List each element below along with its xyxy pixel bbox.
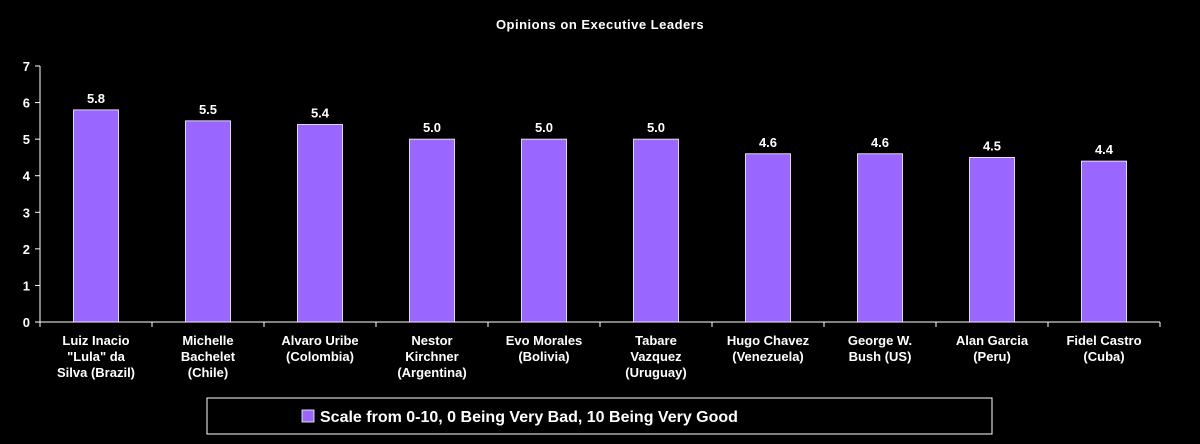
category-label-line: Nestor (411, 333, 452, 348)
y-tick-label: 5 (23, 132, 30, 147)
category-label-line: Evo Morales (506, 333, 583, 348)
data-label: 4.6 (759, 135, 777, 150)
category-label-line: (Uruguay) (625, 365, 686, 380)
category-label: Hugo Chavez (Venezuela) (727, 333, 810, 364)
data-label: 5.4 (311, 106, 330, 121)
category-label: Alan Garcia (Peru) (956, 333, 1029, 364)
category-label: Tabare Vazquez (Uruguay) (625, 333, 686, 380)
y-tick-label: 6 (23, 96, 30, 111)
category-label-line: Tabare (635, 333, 677, 348)
legend-swatch (301, 409, 315, 423)
category-label-line: (Peru) (973, 349, 1011, 364)
category-label-line: Luiz Inacio (62, 333, 129, 348)
category-label-line: Alan Garcia (956, 333, 1029, 348)
category-label-line: Vazquez (630, 349, 682, 364)
bar (185, 120, 231, 323)
category-label-line: Bush (US) (849, 349, 912, 364)
y-tick-label: 3 (23, 205, 30, 220)
category-label: Michelle Bachelet (Chile) (181, 333, 236, 380)
bar (73, 109, 119, 323)
bar (633, 138, 679, 323)
legend: Scale from 0-10, 0 Being Very Bad, 10 Be… (206, 397, 993, 435)
y-tick-label: 1 (23, 278, 30, 293)
category-label-line: (Venezuela) (732, 349, 804, 364)
bar (521, 138, 567, 323)
y-tick-label: 2 (23, 242, 30, 257)
data-label: 4.4 (1095, 142, 1114, 157)
data-label: 5.5 (199, 102, 217, 117)
category-label-line: George W. (848, 333, 912, 348)
category-label: Luiz Inacio "Lula" da Silva (Brazil) (57, 333, 135, 380)
category-label-line: Bachelet (181, 349, 236, 364)
category-label-line: (Colombia) (286, 349, 354, 364)
category-label: Alvaro Uribe (Colombia) (281, 333, 358, 364)
bar (409, 138, 455, 323)
data-label: 4.5 (983, 138, 1001, 153)
data-label: 5.8 (87, 91, 105, 106)
bar (297, 124, 343, 323)
y-tick-label: 7 (23, 59, 30, 74)
category-label-line: Kirchner (405, 349, 458, 364)
legend-label: Scale from 0-10, 0 Being Very Bad, 10 Be… (320, 409, 738, 426)
bar (1081, 160, 1127, 323)
category-label-line: (Argentina) (397, 365, 466, 380)
bar (857, 153, 903, 323)
y-tick-label: 0 (23, 315, 30, 330)
category-label: Evo Morales (Bolivia) (506, 333, 583, 364)
y-tick-label: 4 (23, 169, 31, 184)
category-label: Nestor Kirchner (Argentina) (397, 333, 466, 380)
legend-box (206, 397, 993, 435)
category-label-line: (Bolivia) (518, 349, 569, 364)
bars (73, 109, 1127, 323)
category-label-line: Hugo Chavez (727, 333, 810, 348)
category-label: Fidel Castro (Cuba) (1066, 333, 1141, 364)
category-label-line: Michelle (182, 333, 233, 348)
labels: 5.8 Luiz Inacio "Lula" da Silva (Brazil) 5.5… (57, 91, 1142, 380)
data-label: 5.0 (535, 120, 553, 135)
category-label-line: (Cuba) (1083, 349, 1124, 364)
category-label-line: Alvaro Uribe (281, 333, 358, 348)
category-label-line: Silva (Brazil) (57, 365, 135, 380)
data-label: 5.0 (423, 120, 441, 135)
data-label: 4.6 (871, 135, 889, 150)
category-label: George W. Bush (US) (848, 333, 912, 364)
bar (745, 153, 791, 323)
chart-title: Opinions on Executive Leaders (496, 17, 704, 32)
category-label-line: "Lula" da (67, 349, 126, 364)
bar (969, 157, 1015, 323)
data-label: 5.0 (647, 120, 665, 135)
category-label-line: Fidel Castro (1066, 333, 1141, 348)
category-label-line: (Chile) (188, 365, 228, 380)
